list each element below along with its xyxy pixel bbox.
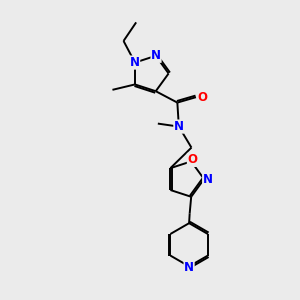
- Text: N: N: [184, 261, 194, 274]
- Text: N: N: [174, 120, 184, 133]
- Text: N: N: [202, 173, 213, 186]
- Text: N: N: [151, 49, 161, 62]
- Text: O: O: [188, 153, 197, 167]
- Text: O: O: [197, 91, 208, 104]
- Text: N: N: [130, 56, 140, 69]
